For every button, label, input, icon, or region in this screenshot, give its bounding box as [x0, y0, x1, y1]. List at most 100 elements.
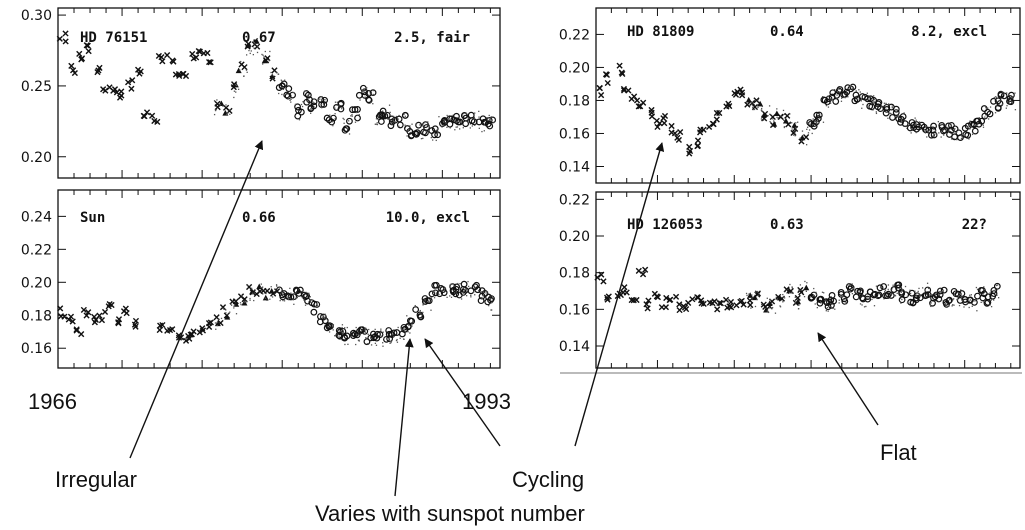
data-point: [467, 281, 482, 298]
data-point: [365, 89, 377, 105]
data-point: [261, 50, 271, 65]
data-point: [94, 64, 103, 76]
data-point: [603, 293, 612, 303]
data-point: [387, 115, 399, 130]
data-point: [189, 50, 200, 62]
year-label-start: 1966: [28, 389, 77, 414]
data-point: [349, 106, 361, 123]
data-point: [727, 298, 740, 311]
arrow-flat: [817, 332, 879, 426]
data-point: [858, 92, 872, 109]
data-point: [477, 287, 489, 305]
data-point: [643, 297, 652, 312]
panel-hd81809-star-label: HD 81809: [627, 24, 694, 40]
data-point: [283, 85, 296, 103]
data-point: [697, 126, 707, 136]
data-point: [222, 104, 233, 116]
data-point: [244, 40, 255, 56]
data-point: [213, 99, 225, 116]
data-point: [689, 294, 702, 303]
data-point: [65, 313, 76, 325]
y-tick-label: 0.16: [21, 341, 52, 357]
arrow-irregular: [129, 140, 264, 459]
data-point: [882, 102, 895, 119]
year-label-end: 1993: [462, 389, 511, 414]
panel-hd76151-frame: [57, 7, 501, 179]
data-point: [912, 287, 924, 304]
data-point: [260, 287, 271, 301]
annotation-sunspot: Varies with sunspot number: [315, 501, 585, 526]
data-point: [284, 287, 298, 305]
data-point: [333, 99, 345, 113]
data-point: [80, 306, 92, 319]
data-point: [782, 112, 793, 130]
data-point: [737, 86, 746, 99]
data-point: [843, 83, 857, 98]
data-point: [56, 30, 69, 45]
panel-hd76151-grade: 2.5, fair: [394, 30, 470, 46]
data-point: [135, 66, 144, 77]
data-point: [395, 111, 409, 129]
data-point: [866, 95, 877, 113]
data-point: [411, 121, 424, 140]
data-point: [620, 85, 632, 94]
data-point: [628, 93, 641, 104]
data-point: [323, 322, 335, 333]
data-point: [852, 287, 864, 305]
data-point: [438, 116, 448, 128]
panel-hd76151-star-label: HD 76151: [80, 30, 147, 46]
data-point: [769, 112, 779, 129]
data-point: [292, 286, 304, 300]
panel-hd126053-frame: [595, 191, 1021, 369]
data-point: [307, 98, 318, 114]
y-tick-label: 0.22: [21, 242, 52, 258]
data-point: [131, 317, 140, 330]
data-point: [635, 99, 647, 110]
data-point: [921, 282, 932, 300]
data-point: [898, 285, 910, 304]
data-point: [897, 112, 909, 130]
data-point: [594, 271, 607, 285]
data-point: [980, 105, 994, 120]
data-point: [989, 282, 1001, 301]
data-point: [356, 326, 369, 342]
data-point: [341, 117, 353, 135]
annotation-irregular: Irregular: [55, 467, 137, 492]
data-point: [76, 50, 86, 63]
data-point: [105, 300, 115, 310]
data-point: [942, 296, 955, 308]
panel-hd81809-color-index: 0.64: [770, 24, 804, 40]
data-point: [140, 109, 151, 120]
data-point: [920, 123, 933, 138]
data-point: [412, 304, 425, 321]
data-point: [379, 104, 391, 120]
data-point: [797, 280, 810, 298]
data-point: [300, 291, 311, 306]
data-point: [229, 298, 240, 315]
data-point: [294, 103, 305, 121]
data-point: [686, 143, 694, 157]
y-tick-label: 0.22: [559, 27, 590, 43]
y-tick-label: 0.16: [559, 302, 590, 318]
data-point: [237, 293, 248, 306]
data-point: [68, 62, 78, 77]
y-tick-label: 0.20: [559, 60, 590, 76]
data-point: [807, 287, 818, 305]
data-point: [73, 326, 85, 338]
panel-sun-star-label: Sun: [80, 210, 105, 226]
y-tick-label: 0.14: [559, 159, 590, 175]
y-tick-label: 0.16: [559, 126, 590, 142]
data-point: [484, 293, 495, 311]
data-point: [935, 286, 948, 305]
data-point: [91, 313, 99, 326]
data-point: [387, 326, 401, 343]
panel-sun-frame: [57, 189, 501, 369]
panel-hd81809: HD 81809 0.64 8.2, excl 0.14 0.16 0.18 0.20…: [559, 7, 1021, 184]
data-point: [775, 293, 786, 308]
data-point: [302, 90, 313, 106]
data-point: [706, 298, 718, 307]
data-point: [96, 308, 109, 324]
data-point: [120, 305, 130, 317]
data-point: [467, 110, 480, 127]
data-point: [339, 326, 352, 346]
